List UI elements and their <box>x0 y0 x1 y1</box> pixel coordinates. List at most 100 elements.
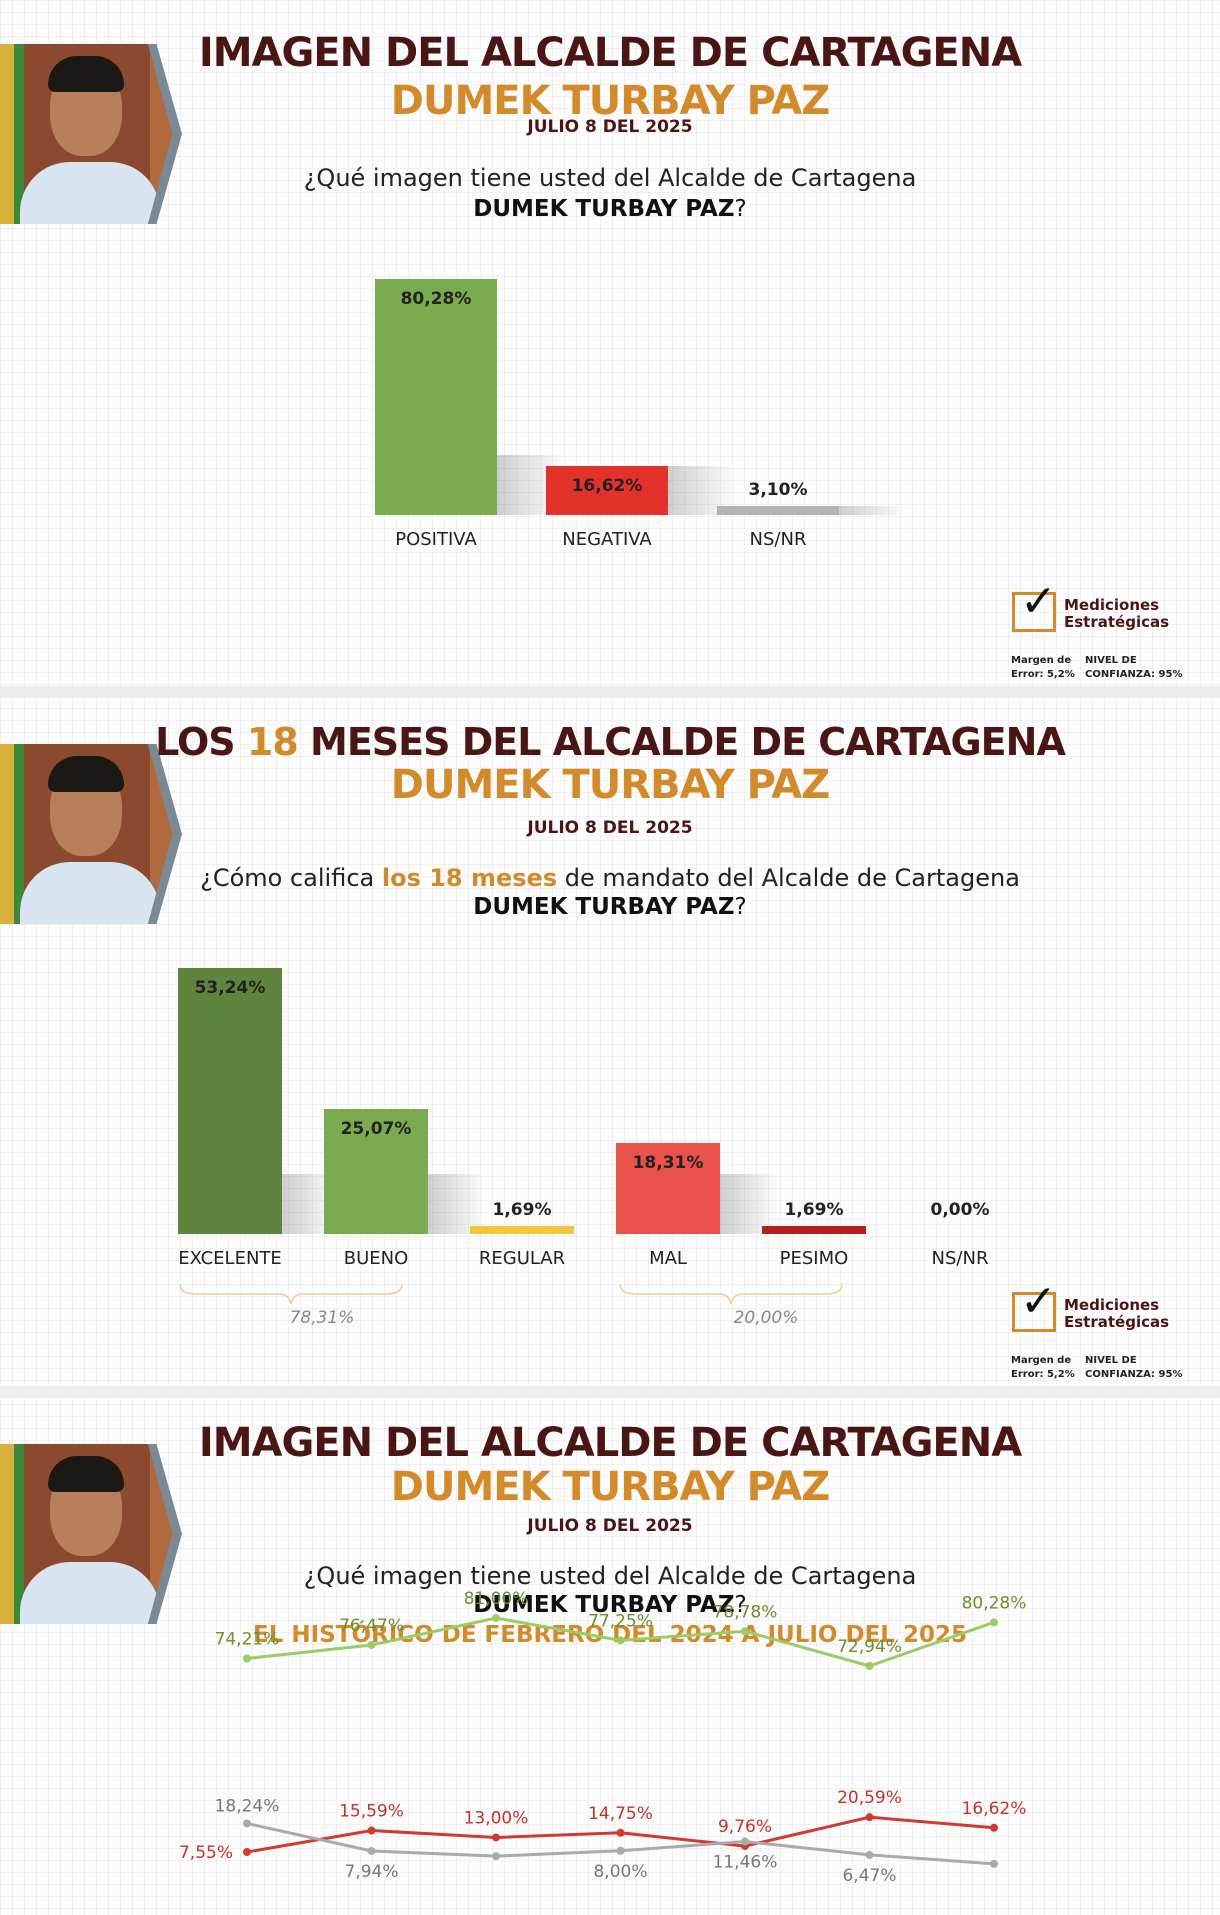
series-label-positive: 78,78% <box>713 1602 778 1622</box>
bar-shadow <box>720 1174 778 1234</box>
positive-total: 78,31% <box>289 1308 355 1328</box>
survey-date: JULIO 8 DEL 2025 <box>527 117 693 137</box>
page-subtitle: DUMEK TURBAY PAZ <box>390 78 830 124</box>
page-title: IMAGEN DEL ALCALDE DE CARTAGENA <box>198 30 1022 76</box>
series-point-positive <box>741 1627 749 1636</box>
series-label-negative: 13,00% <box>464 1808 529 1828</box>
survey-question: ¿Cómo califica los 18 meses de mandato d… <box>200 864 1020 892</box>
bar-positiva <box>375 279 497 515</box>
bar-value-label: 1,69% <box>492 1199 552 1220</box>
series-label-positive: 81,00% <box>464 1589 529 1609</box>
category-label: REGULAR <box>478 1248 566 1269</box>
series-point-negative <box>243 1848 251 1856</box>
series-point-nsnr <box>492 1852 500 1861</box>
panel-divider <box>0 686 1220 698</box>
confidence-level: NIVEL DE CONFIANZA: 95% <box>1085 1355 1183 1380</box>
survey-question: ¿Qué imagen tiene usted del Alcalde de C… <box>303 164 917 192</box>
series-point-nsnr <box>616 1846 625 1855</box>
category-label: NEGATIVA <box>562 529 652 550</box>
series-point-nsnr <box>367 1846 376 1855</box>
series-label-negative: 15,59% <box>339 1802 404 1822</box>
bar-negativa <box>546 466 668 515</box>
series-label-nsnr: 8,00% <box>593 1862 647 1882</box>
history-line-chart: 74,21% 76,47% 81,00% 77,25% 78,78% 72,94% 80,2… <box>179 1589 1027 1886</box>
series-label-negative: 16,62% <box>962 1799 1027 1819</box>
series-point-positive <box>616 1636 625 1645</box>
margin-error: Margen de Error: 5,2% <box>1011 1355 1075 1380</box>
survey-question-name: DUMEK TURBAY PAZ? <box>473 1592 747 1618</box>
panel-divider <box>0 1386 1220 1398</box>
series-label-positive: 77,25% <box>588 1611 653 1631</box>
category-label: POSITIVA <box>395 529 477 550</box>
category-label: MAL <box>649 1248 687 1269</box>
series-label-negative: 7,55% <box>179 1843 233 1863</box>
bar-value-label: 80,28% <box>400 289 472 309</box>
page-subtitle: DUMEK TURBAY PAZ <box>390 762 830 808</box>
series-point-negative <box>990 1823 998 1832</box>
series-label-negative: 14,75% <box>588 1804 653 1824</box>
negative-brace <box>619 1283 843 1305</box>
category-label: NS/NR <box>749 529 807 550</box>
series-label-positive: 74,21% <box>215 1629 280 1649</box>
category-label: PESIMO <box>779 1248 849 1269</box>
series-point-positive <box>865 1662 874 1671</box>
positive-brace <box>179 1283 403 1305</box>
bar-value-label: 1,69% <box>784 1199 844 1220</box>
series-label-nsnr: 11,46% <box>713 1853 778 1873</box>
series-label-positive: 76,47% <box>339 1616 404 1636</box>
series-point-negative <box>492 1833 500 1842</box>
bar-value-label: 53,24% <box>194 978 266 998</box>
category-label: NS/NR <box>931 1248 989 1269</box>
series-point-nsnr <box>243 1819 251 1828</box>
negative-total: 20,00% <box>733 1308 799 1328</box>
mayor-photo <box>0 44 182 224</box>
mayor-photo <box>0 1444 182 1624</box>
series-point-negative <box>865 1813 874 1822</box>
survey-date: JULIO 8 DEL 2025 <box>527 1516 693 1536</box>
series-point-positive <box>492 1614 500 1623</box>
series-point-negative <box>616 1828 625 1837</box>
bar-mal <box>616 1142 720 1234</box>
panel-history: IMAGEN DEL ALCALDE DE CARTAGENA DUMEK TU… <box>0 1400 1220 1915</box>
bar-pesimo <box>762 1225 866 1234</box>
page-subtitle: DUMEK TURBAY PAZ <box>390 1464 830 1510</box>
category-label: EXCELENTE <box>178 1248 282 1269</box>
survey-question: ¿Qué imagen tiene usted del Alcalde de C… <box>303 1562 917 1590</box>
series-point-negative <box>367 1826 376 1835</box>
confidence-level: NIVEL DE CONFIANZA: 95% <box>1085 655 1183 680</box>
series-label-negative: 20,59% <box>837 1788 902 1808</box>
series-label-negative: 9,76% <box>718 1817 772 1837</box>
series-label-nsnr: 18,24% <box>215 1796 280 1816</box>
series-point-nsnr <box>990 1859 998 1868</box>
bar-value-label: 16,62% <box>571 476 643 497</box>
survey-date: JULIO 8 DEL 2025 <box>527 818 693 838</box>
bar-bueno <box>324 1108 428 1234</box>
bar-shadow <box>428 1174 486 1234</box>
series-point-positive <box>243 1654 251 1663</box>
logo-text-1: Mediciones <box>1064 596 1160 614</box>
survey-question-name: DUMEK TURBAY PAZ? <box>473 894 747 920</box>
logo-text-2: Estratégicas <box>1064 1313 1170 1331</box>
bar-nsnr <box>717 505 839 515</box>
category-label: BUENO <box>343 1248 409 1269</box>
margin-error: Margen de Error: 5,2% <box>1011 655 1075 680</box>
logo-text-1: Mediciones <box>1064 1296 1160 1314</box>
series-label-positive: 72,94% <box>837 1637 902 1657</box>
bar-shadow <box>839 505 907 515</box>
mediciones-logo: ✓ Mediciones Estratégicas Margen de Erro… <box>1010 1280 1182 1382</box>
series-label-positive: 80,28% <box>962 1593 1027 1613</box>
bar-value-label: 18,31% <box>632 1152 704 1173</box>
page-title: IMAGEN DEL ALCALDE DE CARTAGENA <box>198 1420 1022 1466</box>
panel-18-months: LOS 18 MESES DEL ALCALDE DE CARTAGENA DU… <box>0 700 1220 1386</box>
mediciones-logo: ✓ Mediciones Estratégicas Margen de Erro… <box>1010 580 1182 682</box>
logo-text-2: Estratégicas <box>1064 613 1170 631</box>
mayor-photo <box>0 744 182 924</box>
survey-question-name: DUMEK TURBAY PAZ? <box>473 196 747 222</box>
panel-image-summary: IMAGEN DEL ALCALDE DE CARTAGENA DUMEK TU… <box>0 0 1220 686</box>
page-title: LOS 18 MESES DEL ALCALDE DE CARTAGENA <box>155 720 1066 764</box>
series-label-nsnr: 7,94% <box>344 1862 398 1882</box>
bar-value-label: 0,00% <box>930 1200 990 1220</box>
series-point-nsnr <box>741 1837 749 1846</box>
series-point-positive <box>367 1641 376 1650</box>
bar-regular <box>470 1225 574 1234</box>
